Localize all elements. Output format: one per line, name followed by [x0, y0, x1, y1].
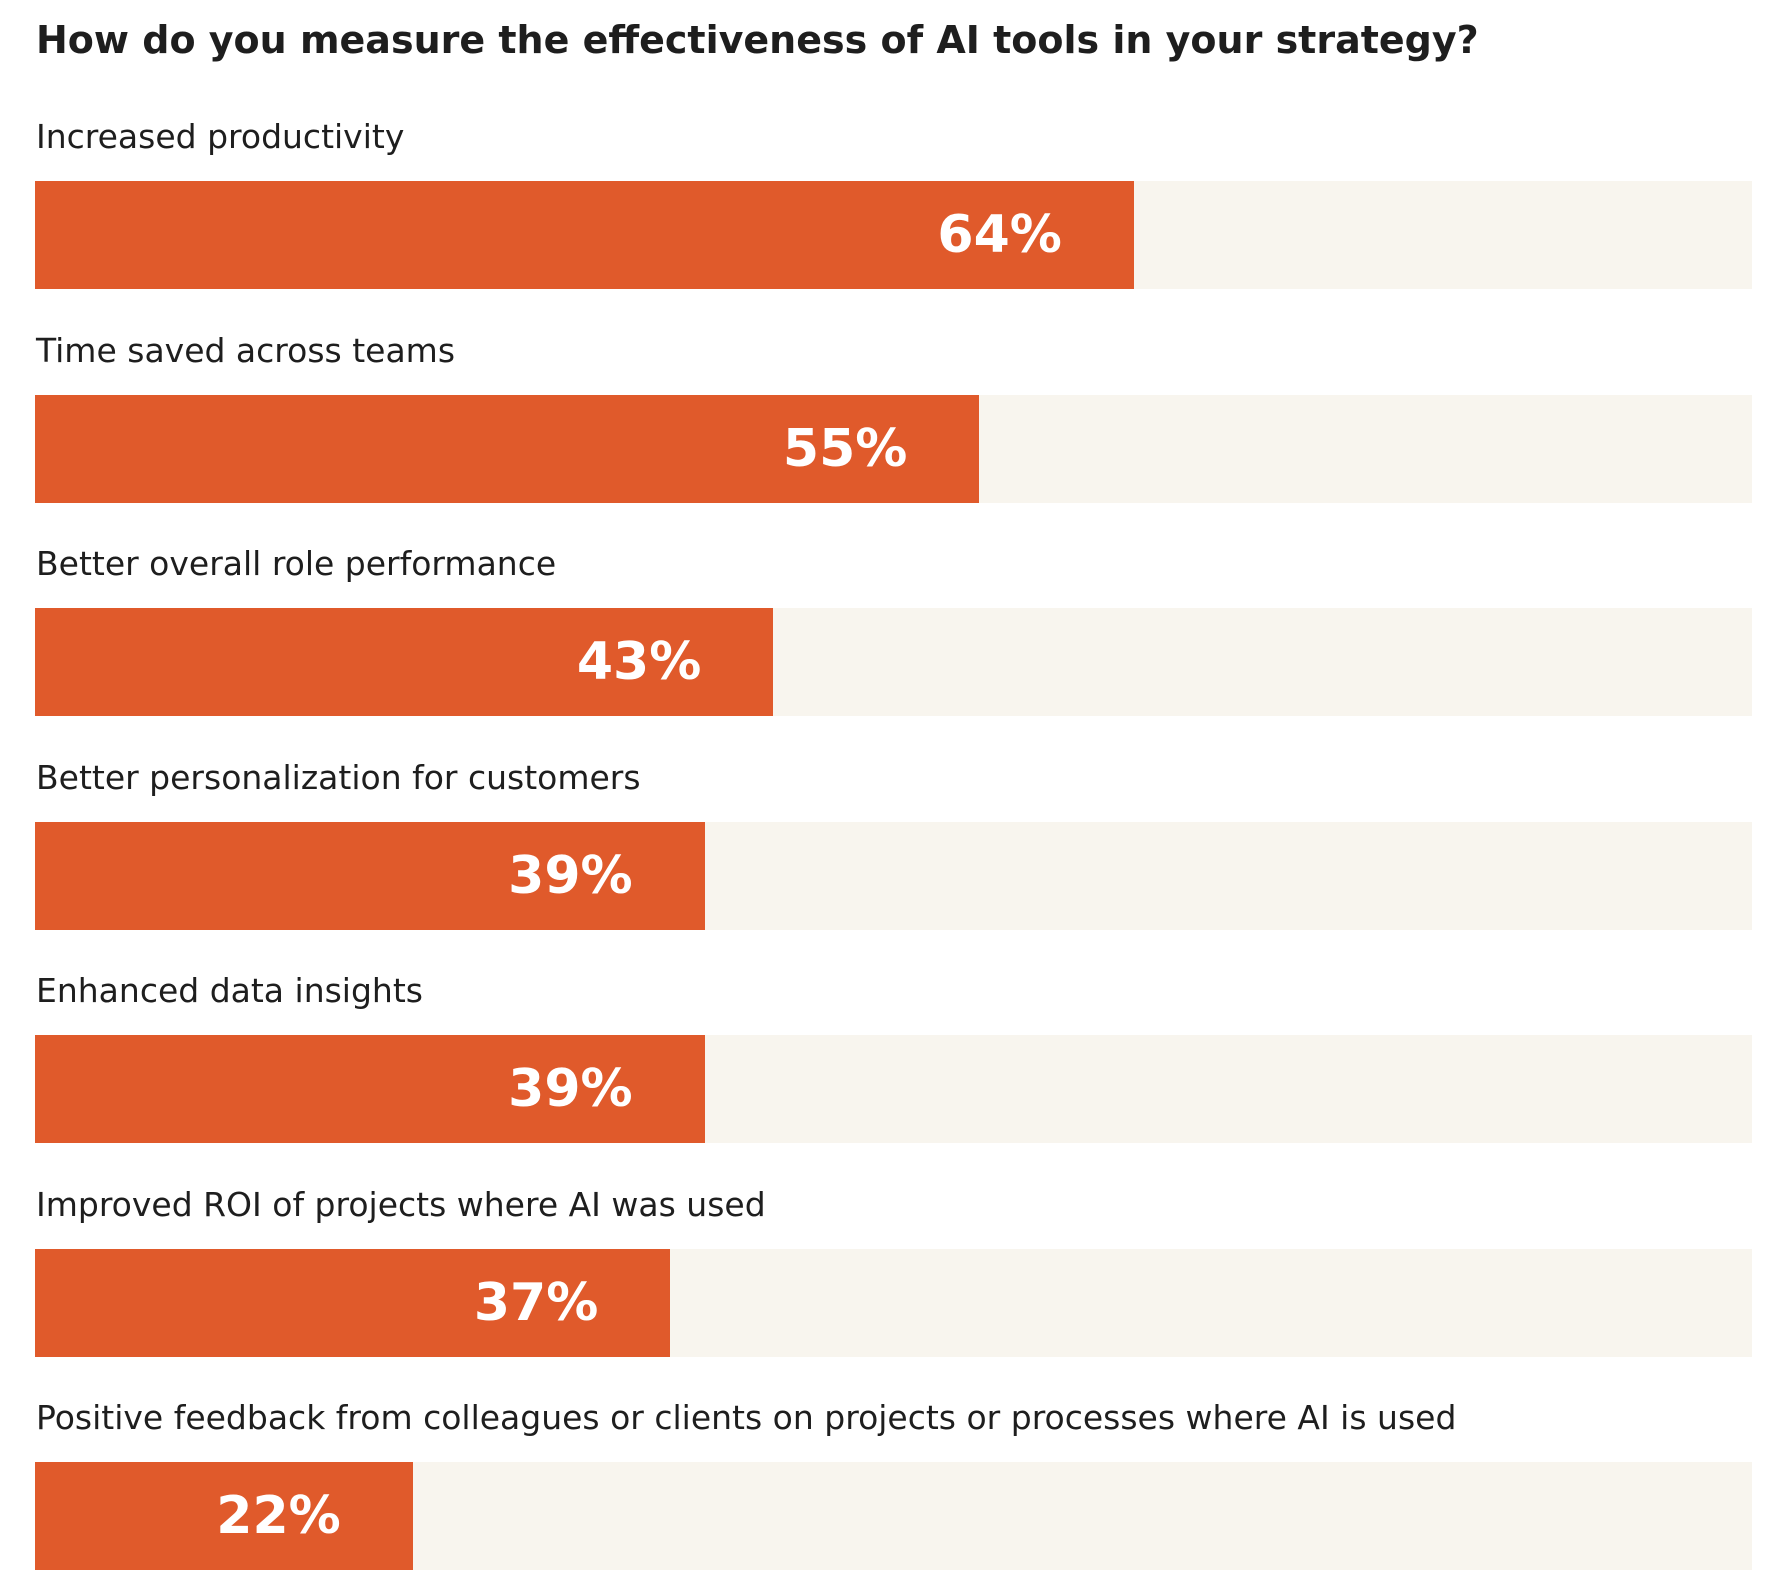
bar-value-label: 37% [473, 1272, 599, 1333]
bar-value-label: 55% [782, 418, 908, 479]
bar [35, 394, 980, 503]
category-label: Improved ROI of projects where AI was us… [36, 1184, 766, 1224]
category-label: Enhanced data insights [36, 971, 423, 1010]
bar-value-label: 43% [576, 632, 702, 692]
bar-track: 64% [35, 181, 1752, 289]
bar [35, 1462, 413, 1570]
bar-value-label: 64% [937, 205, 1062, 265]
category-label: Increased productivity [36, 117, 405, 156]
bar-value-label: 39% [508, 1059, 633, 1119]
category-label: Time saved across teams [36, 330, 456, 370]
bar-track: 22% [35, 1462, 1752, 1570]
category-label: Better overall role performance [36, 544, 557, 583]
bar-value-label: 39% [508, 845, 633, 906]
bar [35, 821, 705, 930]
bar [35, 608, 774, 716]
bar-track: 37% [35, 1248, 1752, 1357]
bar [35, 1248, 671, 1357]
bar-track: 55% [35, 394, 1752, 503]
bar [35, 181, 1134, 289]
category-label: Better personalization for customers [36, 757, 641, 797]
bar-track: 39% [35, 821, 1752, 930]
bar-value-label: 22% [216, 1486, 341, 1546]
bar [35, 1035, 705, 1143]
bar-track: 39% [35, 1035, 1752, 1143]
category-label: Positive feedback from colleagues or cli… [36, 1398, 1457, 1437]
chart-title: How do you measure the effectiveness of … [36, 18, 1479, 62]
bar-track: 43% [35, 608, 1752, 716]
